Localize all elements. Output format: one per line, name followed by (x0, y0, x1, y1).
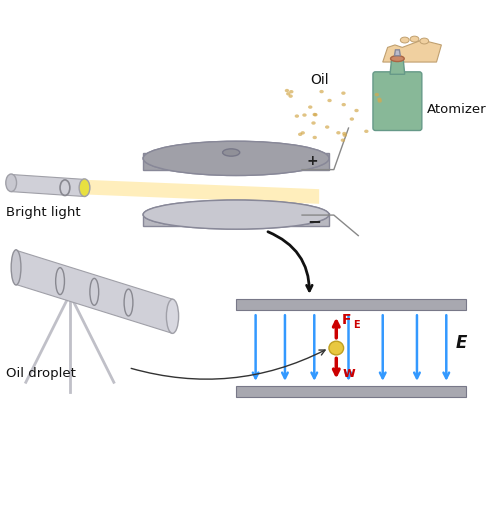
Text: E: E (456, 334, 468, 352)
Ellipse shape (143, 200, 329, 229)
Ellipse shape (302, 113, 306, 117)
Ellipse shape (325, 125, 330, 129)
Ellipse shape (364, 130, 368, 133)
Ellipse shape (342, 132, 346, 135)
Polygon shape (16, 250, 172, 333)
Ellipse shape (6, 174, 16, 192)
Polygon shape (382, 40, 442, 62)
Polygon shape (143, 153, 329, 170)
Ellipse shape (308, 106, 312, 109)
Text: Oil droplet: Oil droplet (6, 368, 76, 381)
Ellipse shape (410, 36, 419, 42)
Ellipse shape (340, 139, 345, 142)
Ellipse shape (289, 90, 294, 93)
Polygon shape (236, 386, 466, 397)
Ellipse shape (328, 99, 332, 102)
Text: Atomizer: Atomizer (426, 103, 486, 117)
Polygon shape (394, 50, 400, 56)
FancyBboxPatch shape (373, 72, 422, 131)
Ellipse shape (286, 92, 290, 96)
Ellipse shape (336, 131, 340, 134)
Ellipse shape (143, 200, 329, 229)
Ellipse shape (350, 118, 354, 121)
Ellipse shape (329, 341, 344, 355)
Ellipse shape (390, 56, 404, 61)
Polygon shape (11, 174, 85, 196)
Ellipse shape (298, 133, 302, 136)
Ellipse shape (300, 131, 305, 134)
Ellipse shape (312, 113, 317, 116)
Ellipse shape (143, 141, 329, 175)
Text: E: E (354, 320, 360, 330)
Ellipse shape (420, 38, 428, 44)
Ellipse shape (312, 136, 317, 139)
Text: Bright light: Bright light (6, 206, 81, 219)
Ellipse shape (285, 89, 289, 92)
Polygon shape (390, 60, 404, 74)
Polygon shape (74, 180, 319, 204)
Text: +: + (307, 154, 318, 167)
Ellipse shape (342, 103, 346, 107)
Polygon shape (143, 213, 329, 226)
Ellipse shape (400, 37, 409, 43)
Text: Oil: Oil (310, 73, 328, 87)
Ellipse shape (378, 99, 382, 103)
Ellipse shape (341, 91, 345, 95)
Polygon shape (236, 299, 466, 310)
Ellipse shape (11, 250, 21, 285)
Text: −: − (307, 212, 321, 230)
Ellipse shape (342, 133, 347, 137)
Ellipse shape (288, 94, 293, 98)
Ellipse shape (354, 109, 358, 112)
Ellipse shape (79, 179, 90, 196)
Ellipse shape (294, 114, 299, 118)
Ellipse shape (143, 141, 329, 175)
Ellipse shape (320, 90, 324, 93)
Ellipse shape (312, 121, 316, 125)
Text: w: w (342, 366, 355, 381)
Ellipse shape (313, 113, 318, 117)
Ellipse shape (222, 149, 240, 156)
Ellipse shape (374, 93, 379, 96)
Ellipse shape (166, 299, 178, 333)
Text: F: F (342, 312, 351, 327)
Ellipse shape (377, 98, 382, 101)
